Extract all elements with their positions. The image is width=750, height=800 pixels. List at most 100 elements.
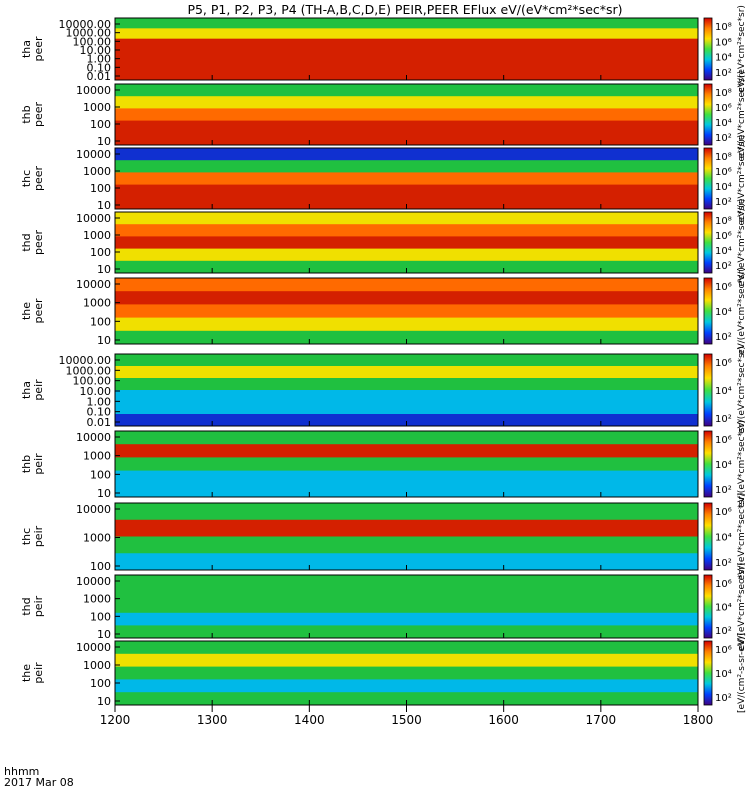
colorbar-label: eV/(eV*cm²*sec*sr) xyxy=(737,420,747,508)
colorbar-label: eV/(eV*cm²*sec*sr) xyxy=(737,563,747,651)
spectrogram-band xyxy=(115,236,698,250)
spectrogram-band xyxy=(115,196,698,210)
time-tick-label: 1300 xyxy=(197,713,228,727)
time-tick-label: 1500 xyxy=(391,713,422,727)
y-axis-label-species: peir xyxy=(32,525,45,547)
y-tick-label: 10000.00 xyxy=(59,354,112,367)
y-tick-label: 100 xyxy=(90,560,111,573)
colorbar-label: eV/(eV*cm²*sec*sr) xyxy=(737,5,747,93)
y-tick-label: 100 xyxy=(90,182,111,195)
spectrogram-band xyxy=(115,18,698,29)
colorbar-tick-label: 10⁶ xyxy=(715,358,732,369)
spectrogram-band xyxy=(115,260,698,274)
colorbar-tick-label: 10⁴ xyxy=(715,53,732,64)
colorbar-tick-label: 10⁶ xyxy=(715,435,732,446)
y-axis-label-probe: thb xyxy=(20,105,33,123)
y-tick-label: 10000 xyxy=(76,148,111,161)
spectrogram-band xyxy=(115,612,698,626)
y-axis-label-probe: tha xyxy=(20,40,33,58)
colorbar-tick-label: 10² xyxy=(715,332,732,343)
spectrogram-band xyxy=(115,470,698,485)
spectrogram-band xyxy=(115,575,698,589)
y-tick-label: 10 xyxy=(97,334,111,347)
panel-thc-peer: 10000 1000 100 10 thc peer 10⁸ 10⁶ 10⁴ 10² eV/(eV*… xyxy=(20,135,747,223)
spectrogram-band xyxy=(115,317,698,332)
colorbar-tick-label: 10⁸ xyxy=(715,216,732,227)
y-tick-label: 0.01 xyxy=(87,416,112,429)
colorbar xyxy=(703,147,713,210)
colorbar-tick-label: 10² xyxy=(715,261,732,272)
colorbar-tick-label: 10⁴ xyxy=(715,118,732,129)
spectrogram-band xyxy=(115,108,698,122)
spectrogram-band xyxy=(115,625,698,639)
time-axis: 1200 1300 1400 1500 1600 1700 1800 xyxy=(100,705,714,727)
y-axis-label-species: peer xyxy=(32,298,45,324)
y-tick-label: 10000.00 xyxy=(59,18,112,31)
y-tick-label: 100 xyxy=(90,610,111,623)
spectrogram-band xyxy=(115,431,698,445)
colorbar-tick-label: 10² xyxy=(715,693,732,704)
y-axis-label-probe: the xyxy=(20,302,33,320)
colorbar-label: [eV/(cm²-s-sr-eV)] xyxy=(737,633,747,713)
spectrogram-band xyxy=(115,212,698,225)
colorbar-tick-label: 10⁸ xyxy=(715,22,732,33)
colorbar xyxy=(703,574,713,639)
y-tick-label: 10000 xyxy=(76,431,111,444)
spectrogram-band xyxy=(115,132,698,146)
spectrogram-band xyxy=(115,402,698,415)
y-tick-label: 1.00 xyxy=(87,53,112,66)
y-tick-label: 0.10 xyxy=(87,61,112,74)
colorbar-tick-label: 10⁴ xyxy=(715,386,732,397)
colorbar-tick-label: 10⁸ xyxy=(715,152,732,163)
y-axis-label-probe: the xyxy=(20,664,33,682)
panel-thb-peer: 10000 1000 100 10 thb peer 10⁸ 10⁶ 10⁴ 10² eV/(eV*… xyxy=(20,71,747,159)
colorbar-tick-label: 10⁶ xyxy=(715,231,732,242)
y-tick-label: 10 xyxy=(97,263,111,276)
y-tick-label: 10.00 xyxy=(80,385,112,398)
colorbar-label: eV/(eV*cm²*sec*sr) xyxy=(737,199,747,287)
time-tick-label: 1800 xyxy=(683,713,714,727)
spectrogram-band xyxy=(115,148,698,161)
colorbar-tick-label: 10⁶ xyxy=(715,507,732,518)
y-axis-label-species: peir xyxy=(32,595,45,617)
y-tick-label: 10 xyxy=(97,487,111,500)
time-tick-label: 1600 xyxy=(488,713,519,727)
colorbar-tick-label: 10⁴ xyxy=(715,307,732,318)
y-tick-label: 100 xyxy=(90,677,111,690)
spectrogram-band xyxy=(115,679,698,693)
spectrogram-band xyxy=(115,28,698,40)
colorbar-label: eV/(eV*cm²*sec*sr) xyxy=(737,135,747,223)
y-tick-label: 1000 xyxy=(83,450,111,463)
y-tick-label: 10000 xyxy=(76,575,111,588)
y-tick-label: 10000 xyxy=(76,212,111,225)
colorbar-tick-label: 10² xyxy=(715,626,732,637)
y-axis-label-species: peir xyxy=(32,453,45,475)
y-axis-label-species: peir xyxy=(32,379,45,401)
y-axis-label-probe: thb xyxy=(20,455,33,473)
spectrogram-band xyxy=(115,172,698,186)
y-axis-label-species: peer xyxy=(32,102,45,128)
spectrogram-band xyxy=(115,291,698,305)
y-tick-label: 0.01 xyxy=(87,70,112,83)
y-tick-label: 1.00 xyxy=(87,395,112,408)
colorbar xyxy=(703,211,713,274)
spectrogram-band xyxy=(115,653,698,668)
colorbar-label: eV/(eV*cm²*sec*sr) xyxy=(737,346,747,434)
spectrogram-band xyxy=(115,366,698,379)
spectrogram-band xyxy=(115,278,698,292)
colorbar-tick-label: 10² xyxy=(715,558,732,569)
panel-thd-peir: 10000 1000 100 10 thd peir 10⁶ 10⁴ 10² eV/(eV*cm²… xyxy=(20,563,747,651)
panel-stack: 10000.001000.00100.0010.001.000.100.01th… xyxy=(20,5,747,713)
colorbar-label: eV/(eV*cm²*sec*sr) xyxy=(737,267,747,355)
colorbar-tick-label: 10⁶ xyxy=(715,282,732,293)
colorbar-tick-label: 10² xyxy=(715,414,732,425)
time-label-date: 2017 Mar 08 xyxy=(4,776,74,789)
figure-title: P5, P1, P2, P3, P4 (TH-A,B,C,D,E) PEIR,P… xyxy=(187,2,622,17)
spectrogram-band xyxy=(115,457,698,472)
y-tick-label: 1000.00 xyxy=(66,27,112,40)
spectrogram-band xyxy=(115,483,698,498)
colorbar-tick-label: 10⁶ xyxy=(715,579,732,590)
